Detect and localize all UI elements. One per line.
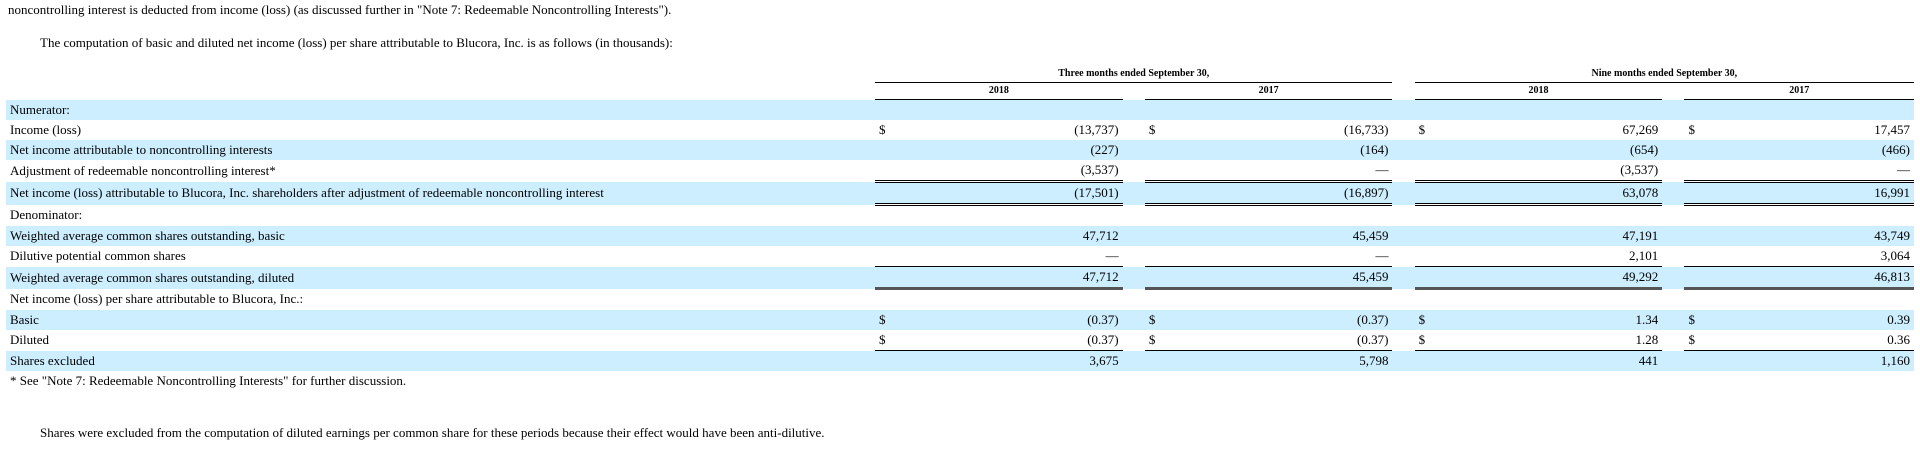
row-label: Basic [6,310,876,330]
currency-symbol: $ [1418,122,1426,137]
footnote-row: * See "Note 7: Redeemable Noncontrolling… [6,371,1914,391]
table-row-shares-excluded: Shares excluded 3,675 5,798 441 1,160 [6,350,1914,371]
cell-value: (3,537) [895,160,1123,183]
cell-value: (227) [895,140,1123,160]
cell-value: (17,501) [895,181,1123,206]
year-header: 2017 [1144,82,1393,100]
year-header-row: 2018 2017 2018 2017 [6,82,1914,100]
currency-symbol: $ [1144,310,1166,330]
computation-intro-text: The computation of basic and diluted net… [40,35,673,50]
anti-dilutive-note: Shares were excluded from the computatio… [40,425,825,440]
cell-value: (164) [1165,140,1393,160]
currency-symbol: $ [879,122,886,137]
row-label: Diluted [10,332,49,348]
row-label: Weighted average common shares outstandi… [6,266,876,289]
table-row-nci: Net income attributable to noncontrollin… [6,140,1914,160]
table-row-diluted: Diluted $ (0.37) $ (0.37) $ 1.28 $ 0.36 [6,330,1914,351]
intro-paragraph-top: noncontrolling interest is deducted from… [8,2,672,17]
row-label: Dilutive potential common shares [10,248,186,264]
cell-value: 47,712 [895,226,1123,246]
cell-value: 46,813 [1704,266,1914,290]
currency-symbol: $ [1414,330,1435,351]
cell-value: (466) [1704,140,1914,160]
currency-symbol: $ [1414,310,1435,330]
section-row-denominator: Denominator: [6,205,1914,227]
cell-value: 2,101 [1434,246,1663,267]
row-label: Denominator: [10,207,83,223]
table-row-adjustment-rnci: Adjustment of redeemable noncontrolling … [6,160,1914,183]
cell-value: 47,712 [895,266,1123,290]
currency-symbol: $ [1148,122,1156,137]
row-label: Income (loss) [10,122,82,137]
row-label: Net income (loss) attributable to Blucor… [6,181,876,205]
row-label: Weighted average common shares outstandi… [6,226,876,246]
cell-value: 16,991 [1704,181,1914,206]
table-row-weighted-basic: Weighted average common shares outstandi… [6,226,1914,246]
period-header-three-months: Three months ended September 30, [875,66,1393,83]
year-header: 2017 [1684,82,1914,100]
row-label: Shares excluded [6,350,876,371]
cell-value: 49,292 [1434,266,1663,290]
row-label: Adjustment of redeemable noncontrolling … [10,162,276,178]
cell-value: (16,733) [1344,122,1389,137]
cell-value: 45,459 [1165,226,1393,246]
cell-value: — [1704,160,1914,183]
cell-value: (13,737) [1074,122,1119,137]
cell-value: 17,457 [1874,122,1910,137]
cell-value: — [1165,160,1393,183]
section-row-per-share: Net income (loss) per share attributable… [6,289,1914,311]
row-label: Net income (loss) per share attributable… [10,291,304,307]
cell-value: 3,675 [895,350,1123,371]
period-header-row: Three months ended September 30, Nine mo… [6,66,1914,83]
cell-value: 1,160 [1704,350,1914,371]
cell-value: (16,897) [1165,181,1393,206]
eps-computation-table: Three months ended September 30, Nine mo… [6,66,1914,391]
cell-value: — [1165,246,1393,267]
period-header-nine-months: Nine months ended September 30, [1414,66,1914,83]
table-row-dilutive-shares: Dilutive potential common shares — — 2,1… [6,246,1914,267]
cell-value: (3,537) [1434,160,1663,183]
cell-value: 5,798 [1165,350,1393,371]
cell-value: 63,078 [1434,181,1663,206]
year-header: 2018 [1414,82,1663,100]
cell-value: 43,749 [1704,226,1914,246]
cell-value: 1.28 [1434,330,1663,351]
cell-value: 1.34 [1434,310,1663,330]
cell-value: 3,064 [1704,246,1914,267]
cell-value: (0.37) [895,330,1123,351]
row-label: Net income attributable to noncontrollin… [6,140,876,160]
cell-value: 0.39 [1704,310,1914,330]
section-row-numerator: Numerator: [6,99,1914,120]
cell-value: (654) [1434,140,1663,160]
cell-value: (0.37) [1165,310,1393,330]
row-label: Numerator: [6,99,876,120]
currency-symbol: $ [1688,122,1695,137]
cell-value: 45,459 [1165,266,1393,290]
table-row-weighted-diluted: Weighted average common shares outstandi… [6,266,1914,290]
table-row-net-income-blucora: Net income (loss) attributable to Blucor… [6,181,1914,206]
cell-value: — [895,246,1123,267]
cell-value: 0.36 [1704,330,1914,351]
year-header: 2018 [875,82,1123,100]
currency-symbol: $ [1684,330,1705,351]
cell-value: 441 [1434,350,1663,371]
cell-value: 47,191 [1434,226,1663,246]
cell-value: (0.37) [895,310,1123,330]
cell-value: 67,269 [1622,122,1659,137]
table-row-income-loss: Income (loss) $ (13,737) $ (16,733) $ 67… [6,120,1914,140]
currency-symbol: $ [875,330,896,351]
table-footnote: * See "Note 7: Redeemable Noncontrolling… [10,373,407,388]
cell-value: (0.37) [1165,330,1393,351]
currency-symbol: $ [1684,310,1705,330]
currency-symbol: $ [875,310,896,330]
currency-symbol: $ [1144,330,1166,351]
table-row-basic: Basic $ (0.37) $ (0.37) $ 1.34 $ 0.39 [6,310,1914,330]
